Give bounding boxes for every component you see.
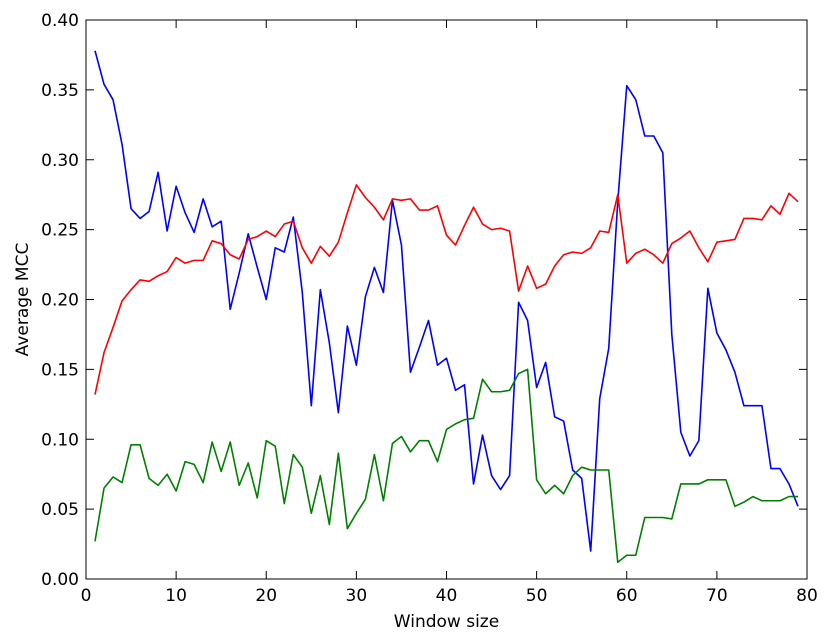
series-line-3 bbox=[94, 368, 798, 564]
y-tick-label: 0.20 bbox=[41, 291, 79, 311]
series-layer bbox=[94, 50, 799, 564]
y-tick-label: 0.00 bbox=[41, 570, 79, 590]
x-tick-label: 20 bbox=[255, 586, 277, 606]
y-axis-label: Average MCC bbox=[13, 243, 33, 357]
series-line-1 bbox=[94, 50, 799, 552]
y-tick-label: 0.30 bbox=[41, 151, 79, 171]
tick-labels-layer: 0 10 20 30 40 50 60 70 80 0.00 0.05 0.10 0.15 0.20 0.2… bbox=[41, 11, 818, 606]
x-axis-label: Window size bbox=[394, 612, 499, 632]
x-tick-label: 70 bbox=[706, 586, 728, 606]
y-tick-label: 0.05 bbox=[41, 500, 79, 520]
ticks-layer bbox=[85, 19, 808, 580]
x-tick-label: 40 bbox=[436, 586, 458, 606]
plot-frame bbox=[85, 19, 808, 580]
x-tick-label: 10 bbox=[165, 586, 187, 606]
y-tick-label: 0.35 bbox=[41, 81, 79, 101]
y-tick-label: 0.15 bbox=[41, 360, 79, 380]
y-tick-label: 0.10 bbox=[41, 430, 79, 450]
y-tick-label: 0.40 bbox=[41, 11, 79, 31]
y-tick-label: 0.25 bbox=[41, 221, 79, 241]
x-tick-label: 80 bbox=[796, 586, 818, 606]
x-tick-label: 0 bbox=[81, 586, 92, 606]
x-tick-label: 50 bbox=[526, 586, 548, 606]
x-tick-label: 60 bbox=[616, 586, 638, 606]
series-line-2 bbox=[94, 184, 799, 395]
x-tick-label: 30 bbox=[346, 586, 368, 606]
